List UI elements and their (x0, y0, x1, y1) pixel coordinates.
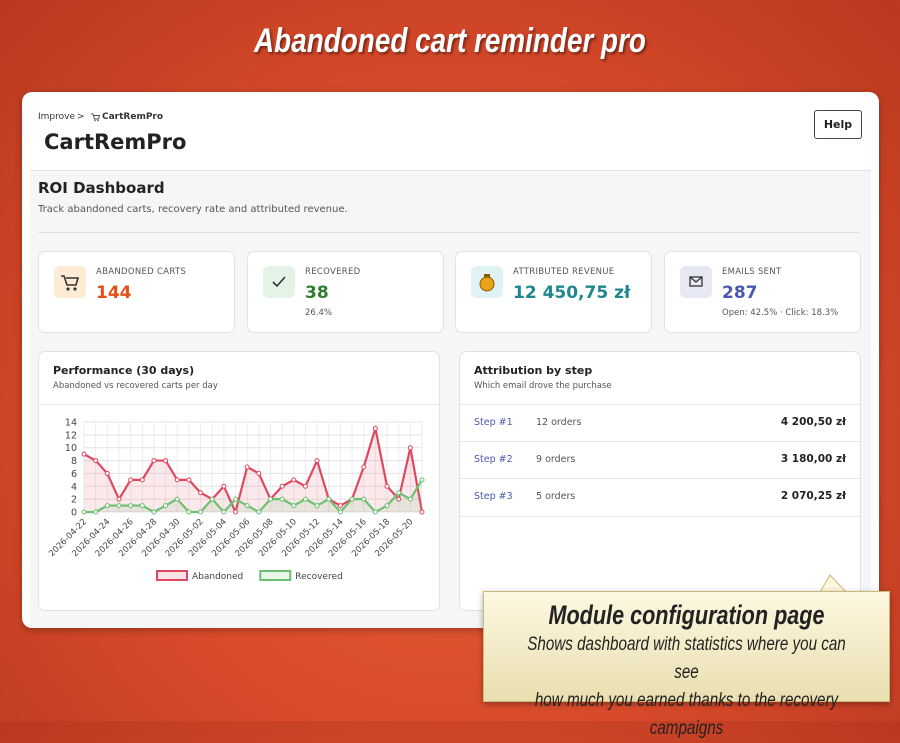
kpi-card: EMAILS SENT 287 Open: 42.5% · Click: 18.… (664, 251, 861, 333)
attribution-title: Attribution by step (474, 364, 593, 377)
amount: 3 180,00 zł (780, 453, 846, 465)
help-button[interactable]: Help (814, 110, 862, 139)
callout-title: Module configuration page (548, 600, 825, 630)
app-title: CartRemPro (44, 130, 187, 154)
breadcrumb-separator: > (77, 112, 85, 122)
callout-pointer (819, 574, 847, 593)
callout-line: Shows dashboard with statistics where yo… (527, 634, 846, 683)
orders: 9 orders (536, 454, 576, 465)
step: Step #3 (474, 491, 513, 502)
kpi-label: ABANDONED CARTS (96, 267, 187, 277)
kpi-value: 287 (722, 283, 758, 303)
orders: 12 orders (536, 417, 582, 428)
kpi-icon (680, 266, 712, 298)
app-card: Improve > CartRemPro CartRemPro Help ROI… (22, 92, 879, 628)
dashboard: ROI Dashboard Track abandoned carts, rec… (30, 170, 871, 628)
kpi-icon (263, 266, 295, 298)
kpi-icon (471, 266, 503, 298)
kpi-value: 12 450,75 zł (513, 283, 631, 303)
amount: 4 200,50 zł (780, 416, 846, 428)
kpi-label: RECOVERED (305, 267, 361, 277)
amount: 2 070,25 zł (780, 490, 846, 502)
step: Step #2 (474, 454, 513, 465)
kpi-sub: Open: 42.5% · Click: 18.3% (722, 308, 839, 318)
kpi-icon (54, 266, 86, 298)
kpi-card: ABANDONED CARTS 144 (38, 251, 235, 333)
callout: Module configuration page Shows dashboar… (483, 591, 890, 739)
chart-subtitle: Abandoned vs recovered carts per day (53, 381, 218, 391)
kpi-card: RECOVERED 38 26.4% (247, 251, 444, 333)
attribution-row: Step #2 9 orders 3 180,00 zł (460, 441, 860, 479)
kpi-value: 38 (305, 283, 329, 303)
kpi-value: 144 (96, 283, 132, 303)
kpi-card: ATTRIBUTED REVENUE 12 450,75 zł (455, 251, 652, 333)
chart-panel: Performance (30 days) Abandoned vs recov… (38, 351, 440, 611)
kpi-label: ATTRIBUTED REVENUE (513, 267, 615, 277)
kpi-label: EMAILS SENT (722, 267, 782, 277)
divider (39, 404, 439, 405)
breadcrumb-current: CartRemPro (102, 112, 164, 122)
dashboard-title: ROI Dashboard (38, 179, 165, 197)
kpi-sub: 26.4% (305, 308, 333, 318)
callout-line: how much you earned thanks to the recove… (534, 690, 839, 739)
cart-icon (91, 113, 100, 122)
header-title: Abandoned cart reminder pro (254, 22, 646, 60)
attribution-row: Step #3 5 orders 2 070,25 zł (460, 478, 860, 517)
breadcrumb-link[interactable]: Improve (38, 112, 76, 122)
chart-title: Performance (30 days) (53, 364, 195, 377)
step: Step #1 (474, 417, 513, 428)
dashboard-subtitle: Track abandoned carts, recovery rate and… (38, 204, 348, 215)
attribution-subtitle: Which email drove the purchase (474, 381, 612, 391)
divider (38, 232, 860, 233)
attribution-row: Step #1 12 orders 4 200,50 zł (460, 404, 860, 442)
attribution-panel: Attribution by step Which email drove th… (459, 351, 861, 611)
orders: 5 orders (536, 491, 576, 502)
